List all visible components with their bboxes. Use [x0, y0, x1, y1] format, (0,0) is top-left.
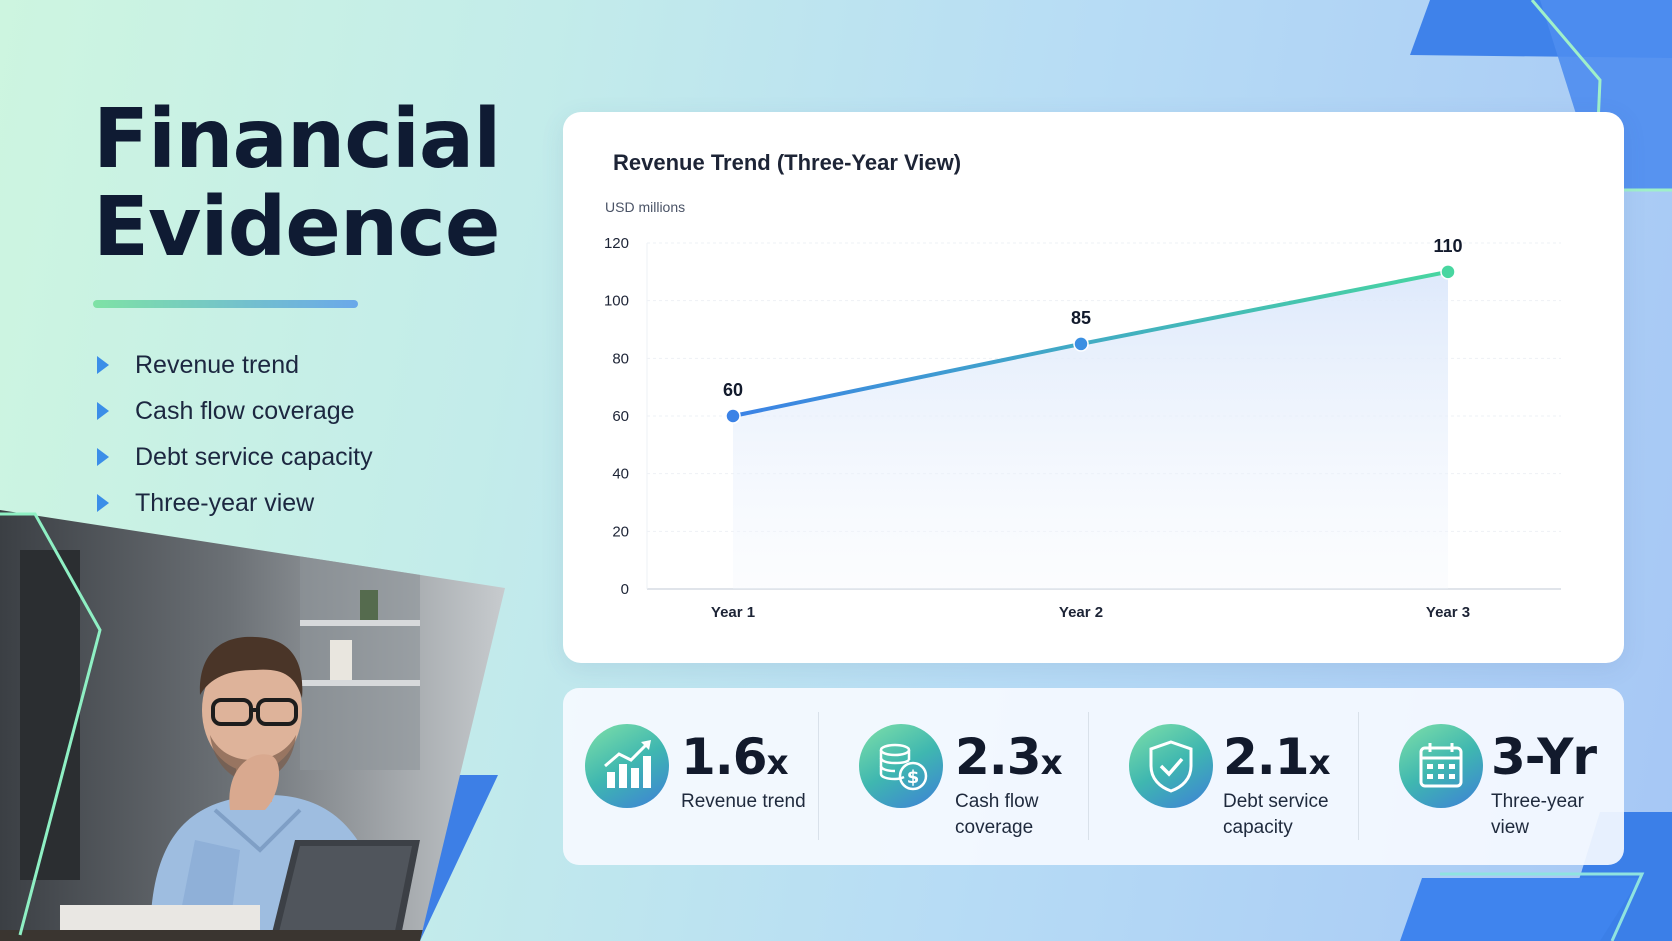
kpi-label-line-1: Debt service [1223, 791, 1329, 812]
kpi-debt-service-capacity: 2.1x Debt service capacity [1117, 688, 1377, 865]
person-at-laptop-photo [0, 510, 505, 941]
kpi-number: 2.3 [955, 728, 1042, 786]
kpi-label-line-1: Three-year [1491, 791, 1584, 812]
bullet-item: Revenue trend [93, 342, 533, 388]
y-tick-label: 120 [604, 235, 629, 252]
kpi-three-year-view: 3-Yr Three-year view [1387, 688, 1617, 865]
y-tick-label: 40 [612, 466, 629, 483]
kpi-label-line-1: Revenue trend [681, 791, 806, 812]
kpi-value: 2.3x [955, 728, 1063, 786]
bullet-arrow-icon [97, 402, 109, 420]
kpi-label: Revenue trend [681, 789, 806, 815]
svg-text:$: $ [907, 767, 920, 788]
data-point [725, 408, 741, 424]
bullet-text: Three-year view [135, 488, 315, 517]
series-area [733, 271, 1448, 589]
kpi-label-line-1: Cash flow [955, 791, 1039, 812]
bullet-item: Debt service capacity [93, 434, 533, 480]
x-tick-label: Year 2 [1059, 604, 1103, 621]
bullet-arrow-icon [97, 448, 109, 466]
coins-dollar-icon: $ [859, 724, 943, 808]
data-point [1440, 264, 1456, 280]
kpi-value: 1.6x [681, 728, 789, 786]
revenue-chart-card: Revenue Trend (Three-Year View) USD mill… [563, 112, 1624, 663]
y-tick-label: 100 [604, 293, 629, 310]
kpi-divider [1088, 712, 1089, 840]
bullet-item: Cash flow coverage [93, 388, 533, 434]
data-point [1073, 336, 1089, 352]
kpi-divider [1358, 712, 1359, 840]
bullet-text: Revenue trend [135, 350, 300, 379]
kpi-divider [818, 712, 819, 840]
kpi-value: 2.1x [1223, 728, 1331, 786]
data-label: 110 [1433, 236, 1462, 256]
kpi-number: 3-Yr [1491, 728, 1597, 786]
x-tick-label: Year 1 [711, 604, 755, 621]
data-label: 85 [1071, 308, 1091, 328]
kpi-number: 1.6 [681, 728, 768, 786]
kpi-unit: x [1040, 743, 1063, 783]
y-tick-label: 20 [612, 523, 629, 540]
shield-check-icon [1129, 724, 1213, 808]
y-axis-label: USD millions [605, 199, 685, 215]
kpi-label-line-2: coverage [955, 817, 1034, 838]
bar-chart-icon [585, 724, 669, 808]
kpi-cash-flow-coverage: $ 2.3x Cash flow coverage [847, 688, 1107, 865]
page-title-line-2: Evidence [93, 180, 500, 275]
revenue-line-chart: USD millions 0 20 40 60 80 100 120 60 85 110 Year 1… [604, 199, 1561, 621]
page-title-line-1: Financial [93, 92, 501, 187]
title-underline [93, 300, 358, 308]
kpi-summary-card: 1.6x Revenue trend $ 2.3x Cash flow cover… [563, 688, 1624, 865]
kpi-label: Three-year view [1491, 789, 1584, 841]
y-tick-label: 80 [612, 350, 629, 367]
bullet-arrow-icon [97, 494, 109, 512]
kpi-label-line-2: capacity [1223, 817, 1293, 838]
kpi-label: Debt service capacity [1223, 789, 1329, 841]
bullet-item: Three-year view [93, 480, 533, 526]
bullet-arrow-icon [97, 356, 109, 374]
y-tick-label: 0 [621, 581, 629, 598]
kpi-value: 3-Yr [1491, 728, 1597, 786]
kpi-unit: x [766, 743, 789, 783]
kpi-unit: x [1308, 743, 1331, 783]
y-tick-label: 60 [612, 408, 629, 425]
kpi-label: Cash flow coverage [955, 789, 1038, 841]
chart-title: Revenue Trend (Three-Year View) [613, 150, 962, 175]
kpi-number: 2.1 [1223, 728, 1310, 786]
bullet-text: Cash flow coverage [135, 396, 355, 425]
calendar-icon [1399, 724, 1483, 808]
bullet-text: Debt service capacity [135, 442, 373, 471]
page-title: Financial Evidence [93, 96, 533, 272]
x-tick-label: Year 3 [1426, 604, 1470, 621]
bullet-list: Revenue trend Cash flow coverage Debt se… [93, 342, 533, 526]
data-label: 60 [723, 380, 743, 400]
slide-intro: Financial Evidence Revenue trend Cash fl… [93, 96, 533, 526]
kpi-label-line-2: view [1491, 817, 1530, 838]
kpi-revenue-trend: 1.6x Revenue trend [573, 688, 833, 865]
